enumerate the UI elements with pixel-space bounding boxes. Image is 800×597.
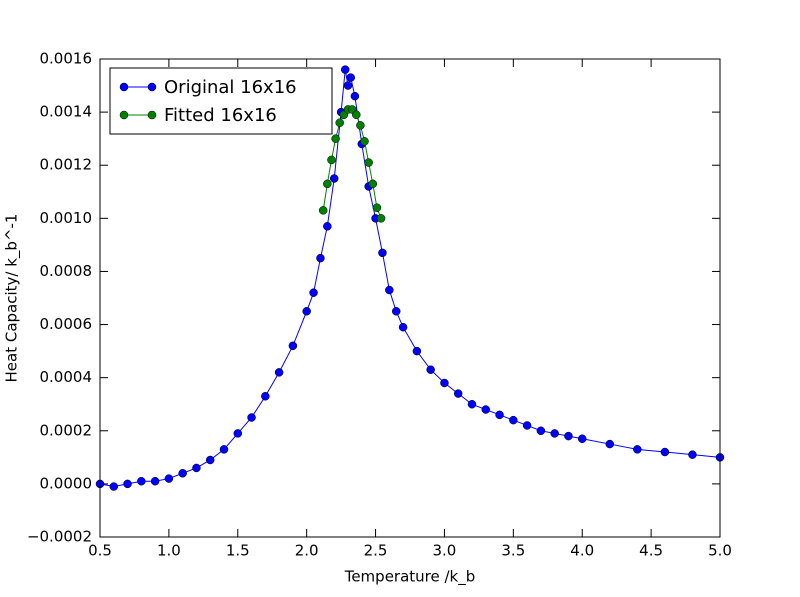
data-point <box>137 476 146 486</box>
data-point <box>123 479 132 489</box>
data-point <box>372 203 382 212</box>
data-point <box>233 429 243 438</box>
data-point <box>633 445 642 454</box>
data-point <box>323 179 332 189</box>
data-point <box>481 405 491 414</box>
legend-marker <box>147 110 157 120</box>
data-point <box>577 434 587 443</box>
x-tick-label: 0.5 <box>88 542 112 560</box>
y-tick-label: 0.0016 <box>40 50 93 68</box>
data-point <box>360 137 369 146</box>
legend-label: Fitted 16x16 <box>164 105 277 126</box>
data-point <box>376 214 386 223</box>
data-point <box>495 410 504 420</box>
legend-marker <box>119 82 129 92</box>
y-tick-label: 0.0010 <box>40 209 93 227</box>
x-tick-label: 1.0 <box>157 542 181 560</box>
data-point <box>440 378 449 388</box>
data-point <box>605 439 615 449</box>
y-tick-label: 0.0014 <box>40 103 93 121</box>
y-tick-label: 0.0000 <box>40 474 93 492</box>
data-point <box>378 248 387 258</box>
data-point <box>150 476 160 486</box>
legend-label: Original 16x16 <box>164 77 297 98</box>
data-point <box>536 426 546 436</box>
data-point <box>329 174 339 183</box>
x-tick-label: 2.0 <box>295 542 319 560</box>
data-point <box>316 253 325 263</box>
data-point <box>453 389 463 398</box>
y-tick-label: 0.0008 <box>40 262 93 280</box>
data-point <box>398 322 408 332</box>
y-tick-label: −0.0002 <box>27 528 92 546</box>
data-point <box>350 91 360 101</box>
y-tick-label: 0.0006 <box>40 315 93 333</box>
y-tick-label: 0.0004 <box>40 368 93 386</box>
legend-box <box>109 67 333 135</box>
data-point <box>346 73 356 82</box>
x-tick-label: 1.5 <box>226 542 250 560</box>
x-tick-label: 2.5 <box>364 542 388 560</box>
data-point <box>205 455 215 465</box>
y-tick-label: 0.0012 <box>40 156 93 174</box>
data-point <box>164 474 174 483</box>
data-point <box>327 155 336 165</box>
legend-marker <box>119 110 129 120</box>
data-point <box>564 431 573 441</box>
data-point <box>274 368 284 377</box>
data-point <box>412 346 422 356</box>
data-point <box>385 285 394 295</box>
data-point <box>352 110 361 120</box>
data-point <box>467 399 477 409</box>
data-point <box>368 179 378 189</box>
data-point <box>247 413 256 422</box>
data-point <box>323 222 332 231</box>
data-point <box>335 118 344 127</box>
data-point <box>178 469 187 478</box>
data-point <box>356 121 365 130</box>
data-point <box>688 450 697 459</box>
data-point <box>550 429 559 438</box>
x-tick-label: 4.5 <box>639 542 663 560</box>
data-point <box>219 445 229 454</box>
data-point <box>340 65 350 74</box>
data-point <box>343 81 353 90</box>
data-point <box>309 288 318 297</box>
data-point <box>288 341 298 351</box>
x-tick-label: 4.0 <box>570 542 594 560</box>
data-point <box>391 307 401 316</box>
x-tick-label: 3.5 <box>501 542 525 560</box>
data-point <box>509 415 518 425</box>
data-point <box>364 158 373 167</box>
plot-frame <box>99 58 721 538</box>
data-point <box>522 421 532 430</box>
x-axis-label: Temperature /k_b <box>344 568 476 587</box>
data-point <box>302 307 311 316</box>
data-point <box>426 365 435 374</box>
y-axis-label: Heat Capacity/ k_b^-1 <box>3 214 22 383</box>
data-point <box>331 134 340 143</box>
x-tick-label: 5.0 <box>708 542 732 560</box>
data-point <box>660 447 670 457</box>
y-tick-label: 0.0002 <box>40 421 93 439</box>
data-point <box>261 392 270 401</box>
data-point <box>109 482 119 491</box>
data-point <box>318 206 328 215</box>
data-point <box>192 463 201 473</box>
legend-marker <box>147 82 157 92</box>
x-tick-label: 3.0 <box>433 542 457 560</box>
